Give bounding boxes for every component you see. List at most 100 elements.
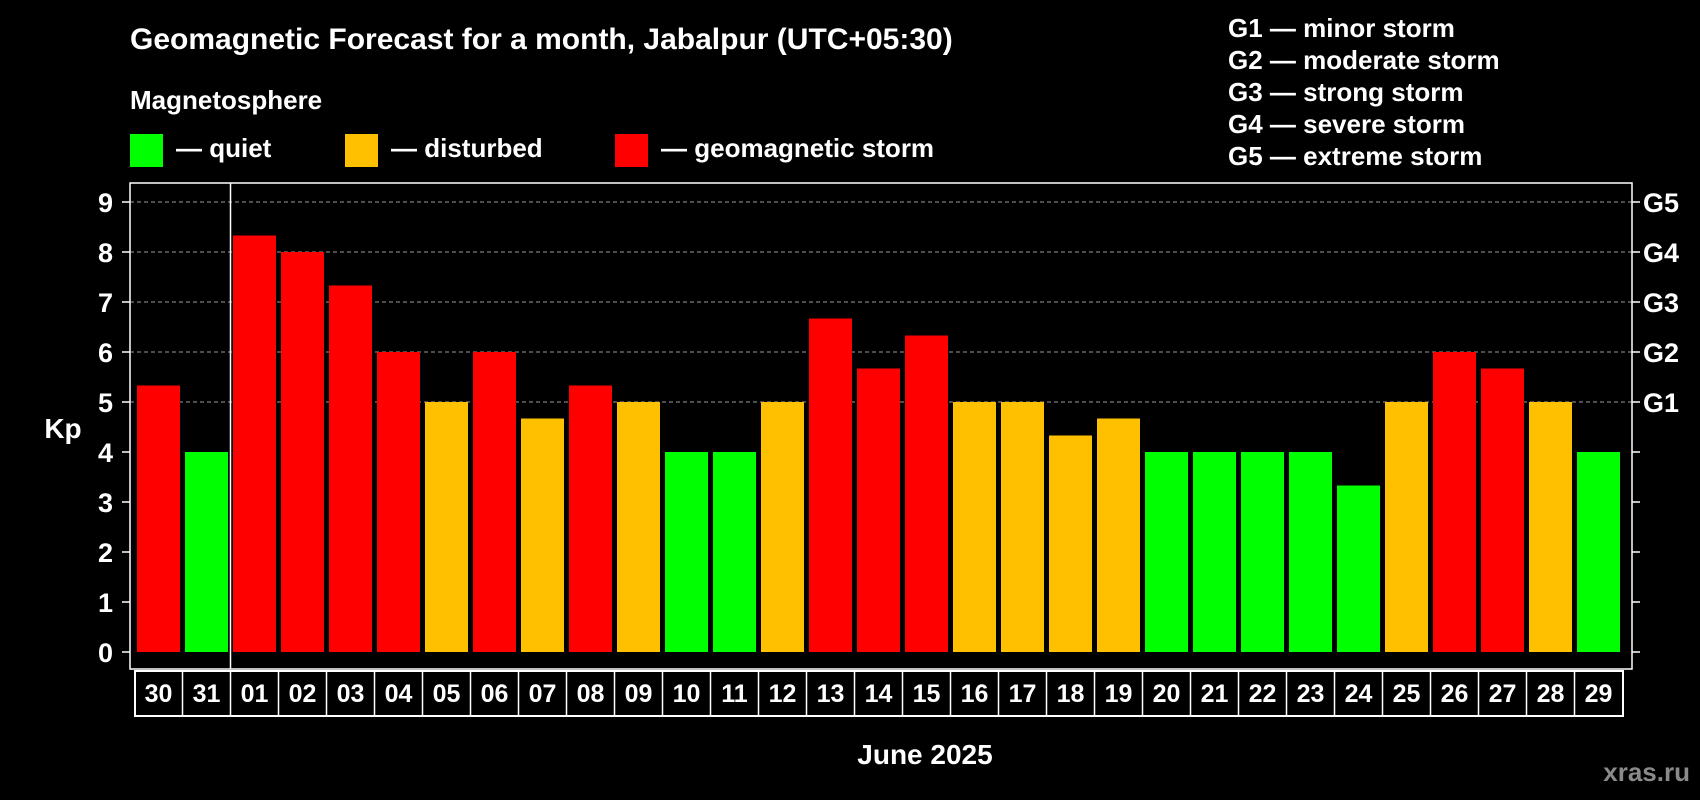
date-label-15: 15 xyxy=(913,680,941,708)
date-label-06: 06 xyxy=(481,680,509,708)
bar-28 xyxy=(1529,402,1572,652)
bar-05 xyxy=(425,402,468,652)
legend-heading: Magnetosphere xyxy=(130,85,322,115)
y-tick-label-7: 7 xyxy=(98,288,113,318)
y-tick-label-4: 4 xyxy=(98,438,113,468)
plot-frame xyxy=(129,182,1633,670)
g-level-label-G4: G4 xyxy=(1643,238,1679,268)
g-level-label-G1: G1 xyxy=(1643,388,1679,418)
bar-03 xyxy=(329,285,372,652)
g-level-label-G5: G5 xyxy=(1643,188,1679,218)
date-label-13: 13 xyxy=(817,680,845,708)
bar-20 xyxy=(1145,452,1188,652)
bar-24 xyxy=(1337,485,1380,652)
bar-30 xyxy=(137,385,180,652)
date-label-07: 07 xyxy=(529,680,557,708)
y-tick-label-1: 1 xyxy=(98,588,113,618)
date-label-12: 12 xyxy=(769,680,797,708)
storm-scale-g1: G1 — minor storm xyxy=(1228,13,1455,43)
date-label-28: 28 xyxy=(1537,680,1565,708)
y-tick-label-6: 6 xyxy=(98,338,113,368)
bar-26 xyxy=(1433,352,1476,652)
chart-title: Geomagnetic Forecast for a month, Jabalp… xyxy=(130,23,953,56)
bar-06 xyxy=(473,352,516,652)
y-tick-label-0: 0 xyxy=(98,638,113,668)
storm-scale-legend: G1 — minor storm G2 — moderate storm G3 … xyxy=(1228,13,1500,171)
bar-23 xyxy=(1289,452,1332,652)
bar-16 xyxy=(953,402,996,652)
storm-scale-g2: G2 — moderate storm xyxy=(1228,45,1500,75)
storm-scale-g5: G5 — extreme storm xyxy=(1228,141,1482,171)
date-label-27: 27 xyxy=(1489,680,1517,708)
legend-label-storm: — geomagnetic storm xyxy=(661,133,934,163)
bar-22 xyxy=(1241,452,1284,652)
date-label-31: 31 xyxy=(193,680,221,708)
bar-19 xyxy=(1097,418,1140,652)
bar-07 xyxy=(521,418,564,652)
bar-18 xyxy=(1049,435,1092,652)
date-label-04: 04 xyxy=(385,680,413,708)
axes: 0 1 2 3 4 5 6 7 8 9 G1 G2 G3 G4 G5 xyxy=(98,182,1679,670)
date-label-19: 19 xyxy=(1105,680,1133,708)
storm-scale-g3: G3 — strong storm xyxy=(1228,77,1463,107)
date-label-09: 09 xyxy=(625,680,653,708)
date-label-25: 25 xyxy=(1393,680,1421,708)
date-label-10: 10 xyxy=(673,680,701,708)
date-label-18: 18 xyxy=(1057,680,1085,708)
bar-15 xyxy=(905,335,948,652)
date-labels: 30 31 01 02 03 04 05 06 07 08 09 10 11 12 13 14 15 16 17 18… xyxy=(134,670,1624,717)
bar-02 xyxy=(281,252,324,652)
y-axis-label: Kp xyxy=(44,413,81,444)
bar-04 xyxy=(377,352,420,652)
bar-14 xyxy=(857,368,900,652)
bar-12 xyxy=(761,402,804,652)
bar-25 xyxy=(1385,402,1428,652)
y-tick-label-2: 2 xyxy=(98,538,113,568)
bar-11 xyxy=(713,452,756,652)
g-level-label-G3: G3 xyxy=(1643,288,1679,318)
date-label-29: 29 xyxy=(1585,680,1613,708)
date-label-30: 30 xyxy=(145,680,173,708)
date-label-26: 26 xyxy=(1441,680,1469,708)
legend-label-disturbed: — disturbed xyxy=(391,133,543,163)
bar-01 xyxy=(233,235,276,652)
date-label-08: 08 xyxy=(577,680,605,708)
date-label-11: 11 xyxy=(721,680,748,708)
y-tick-label-3: 3 xyxy=(98,488,113,518)
bar-31 xyxy=(185,452,228,652)
date-row-frame xyxy=(134,670,1624,717)
legend-swatch-disturbed xyxy=(345,134,378,167)
date-label-02: 02 xyxy=(289,680,317,708)
watermark: xras.ru xyxy=(1603,757,1690,787)
legend-swatch-storm xyxy=(615,134,648,167)
date-label-16: 16 xyxy=(961,680,989,708)
legend-label-quiet: — quiet xyxy=(176,133,272,163)
date-label-14: 14 xyxy=(865,680,893,708)
date-label-23: 23 xyxy=(1297,680,1325,708)
bar-10 xyxy=(665,452,708,652)
status-legend: — quiet — disturbed — geomagnetic storm xyxy=(130,133,934,167)
bar-09 xyxy=(617,402,660,652)
bar-17 xyxy=(1001,402,1044,652)
date-label-03: 03 xyxy=(337,680,365,708)
bar-29 xyxy=(1577,452,1620,652)
date-label-20: 20 xyxy=(1153,680,1181,708)
bar-27 xyxy=(1481,368,1524,652)
bar-08 xyxy=(569,385,612,652)
date-label-01: 01 xyxy=(241,680,269,708)
date-label-22: 22 xyxy=(1249,680,1277,708)
date-label-21: 21 xyxy=(1201,680,1229,708)
legend-swatch-quiet xyxy=(130,134,163,167)
y-tick-label-9: 9 xyxy=(98,188,113,218)
bars xyxy=(137,235,1620,652)
bar-13 xyxy=(809,318,852,652)
bar-21 xyxy=(1193,452,1236,652)
date-label-17: 17 xyxy=(1009,680,1037,708)
g-level-label-G2: G2 xyxy=(1643,338,1679,368)
date-label-24: 24 xyxy=(1345,680,1373,708)
date-label-05: 05 xyxy=(433,680,461,708)
y-tick-label-8: 8 xyxy=(98,238,113,268)
x-axis-label: June 2025 xyxy=(857,739,992,770)
storm-scale-g4: G4 — severe storm xyxy=(1228,109,1465,139)
